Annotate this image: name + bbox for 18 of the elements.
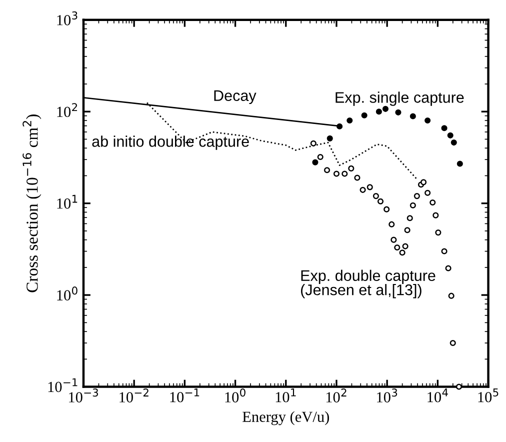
x-tick-label: 10$^{3}$ (377, 388, 398, 402)
x-tick-label: 10$^{1}$ (276, 388, 296, 402)
x-tick-label: 10$^{−2}$ (120, 388, 148, 402)
x-tick-label: 10$^{4}$ (428, 388, 448, 402)
y-tick-label: 10$^{1}$ (57, 194, 78, 209)
x-tick-label: 10$^{5}$ (478, 388, 498, 402)
x-axis-title: Energy (eV/u) (242, 411, 329, 426)
annotation: Decay (214, 90, 256, 104)
y-tick-label: 10$^{3}$ (57, 11, 78, 26)
y-axis-title: Cross section (10$^{−16}$ cm$^{2}$) (22, 114, 42, 292)
y-tick-label: 10$^{0}$ (57, 286, 78, 300)
annotation: Exp. single capture (336, 92, 464, 106)
annotation: Exp. double capture (Jensen et al,[13]) (301, 270, 436, 298)
x-tick-label: 10$^{2}$ (326, 388, 346, 402)
annotation: ab initio double capture (92, 136, 249, 150)
x-tick-label: 10$^{−1}$ (170, 388, 200, 402)
x-tick-label: 10$^{0}$ (225, 388, 246, 402)
y-tick-label: 10$^{2}$ (57, 103, 78, 118)
